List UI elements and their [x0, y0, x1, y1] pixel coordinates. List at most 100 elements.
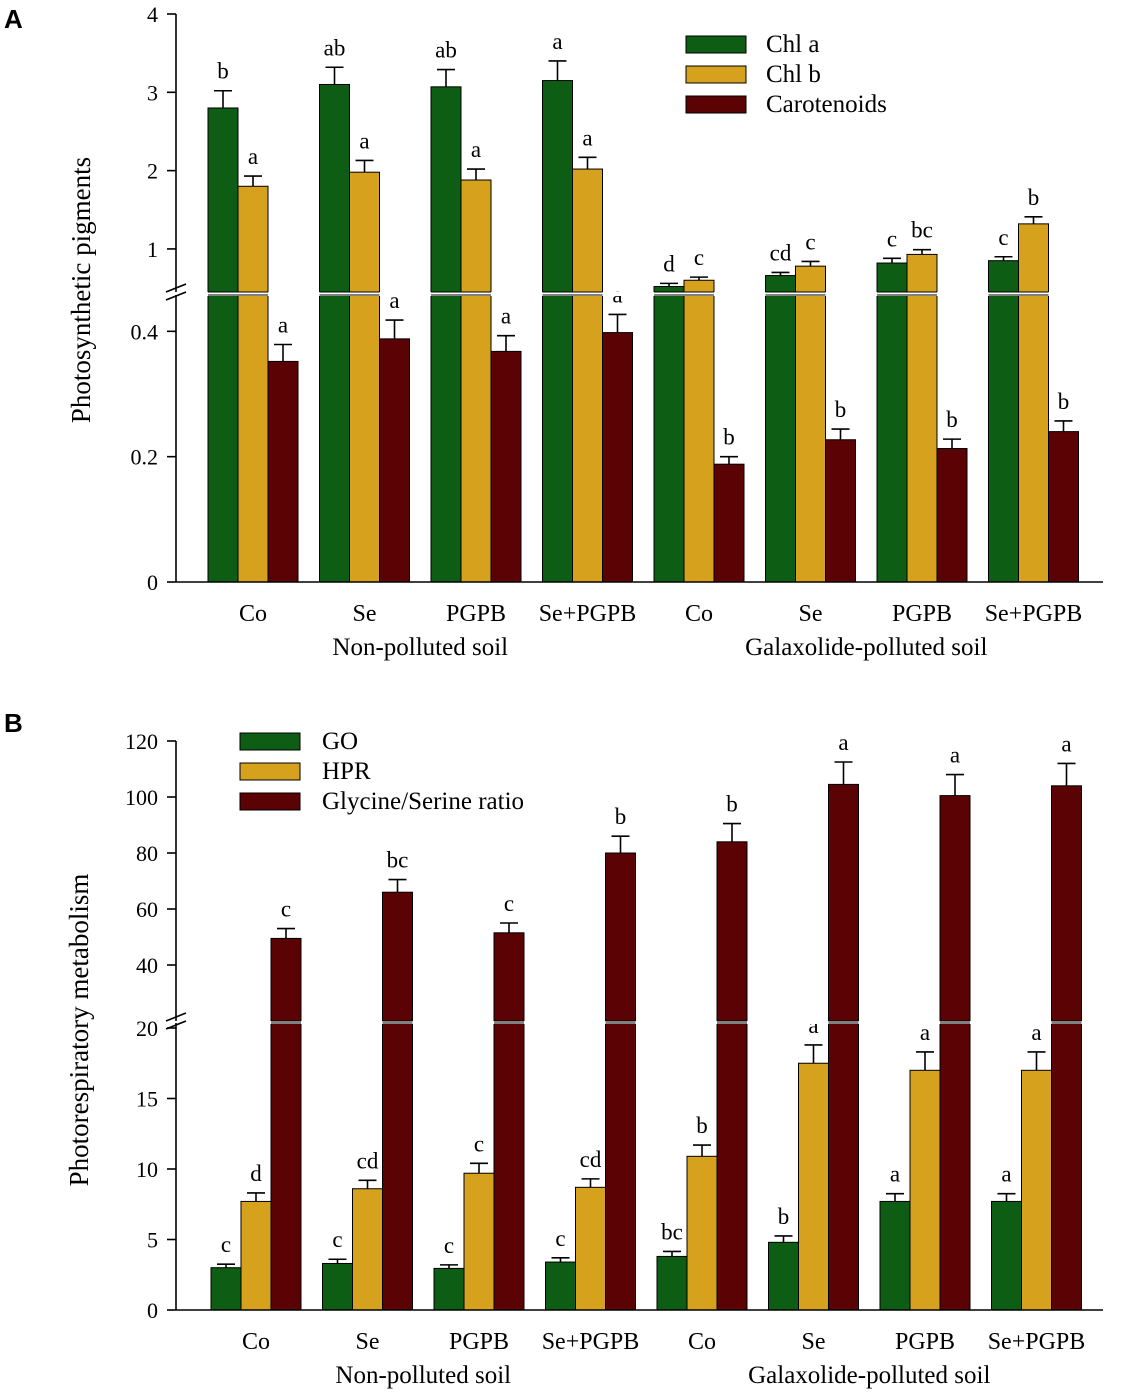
- bar: [605, 852, 636, 1311]
- bar: [460, 179, 492, 583]
- bar: [575, 1186, 606, 1311]
- bar: [988, 260, 1019, 583]
- axis-break-mark: [165, 283, 187, 293]
- significance-letter: a: [950, 743, 960, 768]
- bar: [825, 439, 856, 583]
- significance-letter: d: [663, 251, 675, 276]
- legend-swatch: [239, 792, 301, 811]
- y-tick-label: 20: [136, 1016, 158, 1041]
- bar: [237, 185, 269, 583]
- y-tick-label: 80: [136, 841, 158, 866]
- legend-swatch: [239, 732, 301, 751]
- significance-letter: a: [890, 1162, 900, 1187]
- y-tick-label: 60: [136, 897, 158, 922]
- significance-letter: bc: [387, 848, 409, 873]
- bar: [545, 1261, 576, 1311]
- bar: [653, 286, 685, 583]
- significance-letter: c: [555, 1226, 565, 1251]
- axis-break-gap: [178, 1021, 1105, 1024]
- x-category-label: Co: [239, 601, 267, 627]
- x-category-label: Se: [802, 1329, 826, 1355]
- x-category-label: PGPB: [449, 1329, 509, 1355]
- significance-letter: ab: [324, 35, 346, 60]
- legend-swatch: [685, 35, 747, 54]
- x-group-label: Galaxolide-polluted soil: [745, 634, 987, 661]
- bar: [765, 275, 796, 583]
- y-tick-label: 1: [147, 237, 158, 262]
- bar: [572, 168, 603, 583]
- bar: [319, 83, 350, 583]
- x-category-label: PGPB: [895, 1329, 955, 1355]
- bar: [936, 448, 968, 583]
- x-category-label: PGPB: [892, 601, 952, 627]
- y-tick-label: 5: [147, 1228, 158, 1253]
- significance-letter: b: [615, 804, 627, 829]
- y-tick-label: 120: [125, 729, 158, 754]
- x-category-label: Co: [688, 1329, 716, 1355]
- axis-break-mark: [165, 1012, 187, 1022]
- legend-label: Chl b: [766, 61, 821, 88]
- significance-letter: b: [726, 792, 738, 817]
- legend-label: Carotenoids: [766, 91, 887, 118]
- legend-swatch: [239, 762, 301, 781]
- y-tick-label: 4: [147, 2, 158, 27]
- bar: [210, 1267, 242, 1311]
- significance-letter: cd: [580, 1147, 602, 1172]
- y-tick-label: 2: [147, 159, 158, 184]
- significance-letter: c: [504, 891, 514, 916]
- significance-letter: b: [696, 1113, 708, 1138]
- legend-label: Chl a: [766, 31, 819, 58]
- y-tick-label: 3: [147, 80, 158, 105]
- significance-letter: c: [805, 229, 815, 254]
- bar: [430, 86, 462, 583]
- bar: [382, 891, 413, 1311]
- significance-letter: a: [1001, 1162, 1011, 1187]
- significance-letter: d: [250, 1161, 262, 1186]
- legend-label: HPR: [322, 758, 371, 785]
- significance-letter: bc: [661, 1219, 683, 1244]
- bar: [493, 932, 525, 1311]
- bar: [267, 360, 299, 583]
- bar: [490, 350, 522, 583]
- x-category-label: PGPB: [446, 601, 506, 627]
- significance-letter: c: [332, 1227, 342, 1252]
- bar: [270, 937, 302, 1311]
- significance-letter: a: [359, 128, 369, 153]
- bar: [939, 795, 971, 1311]
- significance-letter: c: [221, 1232, 231, 1257]
- bar: [798, 1062, 829, 1311]
- significance-letter: c: [887, 226, 897, 251]
- bar: [713, 463, 745, 583]
- bar: [768, 1241, 799, 1311]
- y-tick-label: 0.4: [131, 319, 159, 344]
- significance-letter: a: [552, 29, 562, 54]
- bar: [207, 107, 239, 583]
- panel-letter: A: [4, 4, 23, 34]
- bar: [828, 783, 859, 1311]
- significance-letter: a: [248, 144, 258, 169]
- bar: [1048, 431, 1079, 583]
- panel-letter: B: [4, 708, 23, 738]
- significance-letter: a: [920, 1020, 930, 1045]
- bar: [352, 1188, 383, 1311]
- bar: [322, 1262, 353, 1311]
- bar: [906, 253, 938, 583]
- significance-letter: c: [444, 1233, 454, 1258]
- legend-label: GO: [322, 728, 358, 755]
- x-category-label: Se+PGPB: [985, 601, 1083, 627]
- bar: [656, 1255, 688, 1311]
- bar: [602, 332, 633, 583]
- significance-letter: a: [278, 312, 288, 337]
- y-tick-label: 10: [136, 1157, 158, 1182]
- significance-letter: a: [389, 288, 399, 313]
- significance-letter: c: [281, 897, 291, 922]
- bar: [683, 279, 715, 583]
- bar: [240, 1200, 272, 1311]
- x-category-label: Co: [685, 601, 713, 627]
- legend-swatch: [685, 95, 747, 114]
- significance-letter: a: [471, 137, 481, 162]
- y-tick-label: 100: [125, 785, 158, 810]
- y-tick-label: 0: [147, 570, 158, 595]
- x-category-label: Se+PGPB: [988, 1329, 1086, 1355]
- x-group-label: Non-polluted soil: [335, 1362, 511, 1389]
